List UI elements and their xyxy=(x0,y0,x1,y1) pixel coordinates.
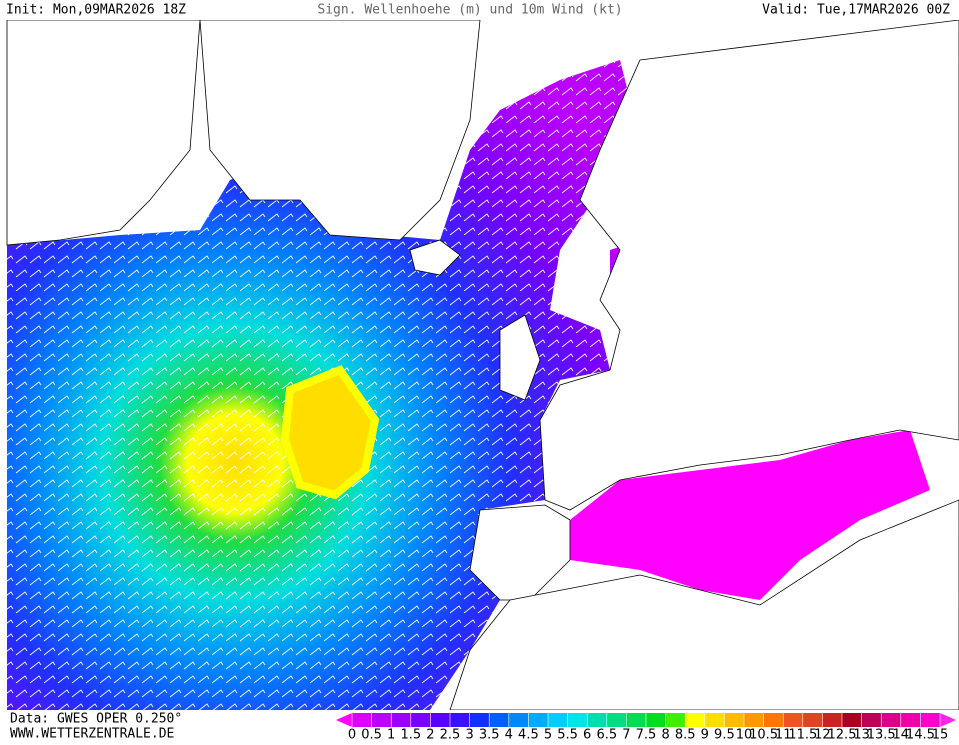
colorbar-label: 14 xyxy=(893,728,910,742)
colorbar-bin xyxy=(567,713,588,727)
colorbar-arrow-high xyxy=(940,713,956,727)
colorbar-bin xyxy=(391,713,412,727)
colorbar-label: 13 xyxy=(853,728,870,742)
valid-time: Valid: Tue,17MAR2026 00Z xyxy=(762,3,950,18)
colorbar-label: 15 xyxy=(932,728,949,742)
colorbar-label: 14.5 xyxy=(906,728,935,742)
colorbar-bin xyxy=(548,713,569,727)
colorbar-label: 10 xyxy=(736,728,753,742)
colorbar-label: 7.5 xyxy=(636,728,657,742)
colorbar-bin xyxy=(410,713,431,727)
colorbar-bin xyxy=(704,713,725,727)
iceland xyxy=(409,239,461,276)
max-wave-area xyxy=(280,365,380,500)
colorbar-label: 2 xyxy=(426,728,434,742)
colorbar-bin xyxy=(626,713,647,727)
data-source: Data: GWES OPER 0.250° xyxy=(10,712,182,727)
colorbar-bin xyxy=(822,713,843,727)
colorbar-bin xyxy=(606,713,627,727)
iberia xyxy=(469,504,571,601)
colorbar-bin xyxy=(489,713,510,727)
colorbar-label: 6.5 xyxy=(596,728,617,742)
colorbar-label: 0 xyxy=(348,728,356,742)
colorbar-label: 3.5 xyxy=(479,728,500,742)
north-africa xyxy=(449,499,959,711)
colorbar-label: 10.5 xyxy=(749,728,778,742)
colorbar-label: 11.5 xyxy=(788,728,817,742)
colorbar-label: 13.5 xyxy=(867,728,896,742)
colorbar-bin xyxy=(861,713,882,727)
colorbar-label: 12 xyxy=(814,728,831,742)
colorbar-bin xyxy=(352,713,373,727)
colorbar-label: 5 xyxy=(544,728,552,742)
canada xyxy=(6,19,201,246)
colorbar-arrow-low xyxy=(336,713,352,727)
colorbar-bin xyxy=(685,713,706,727)
colorbar-label: 1 xyxy=(387,728,395,742)
colorbar-label: 1.5 xyxy=(400,728,421,742)
mediterranean-sea-state xyxy=(570,430,930,600)
colorbar-label: 3 xyxy=(465,728,473,742)
colorbar-bin xyxy=(842,713,863,727)
colorbar-label: 0.5 xyxy=(361,728,382,742)
colorbar-label: 6 xyxy=(583,728,591,742)
colorbar-bin xyxy=(430,713,451,727)
header-bar xyxy=(0,0,959,20)
colorbar-label: 9 xyxy=(701,728,709,742)
map-title: Sign. Wellenhoehe (m) und 10m Wind (kt) xyxy=(317,3,622,18)
colorbar-bin xyxy=(587,713,608,727)
site-name: WWW.WETTERZENTRALE.DE xyxy=(10,727,174,742)
colorbar-bin xyxy=(508,713,529,727)
init-time: Init: Mon,09MAR2026 18Z xyxy=(6,3,186,18)
colorbar-bin xyxy=(744,713,765,727)
greenland xyxy=(199,19,481,241)
colorbar-label: 9.5 xyxy=(714,728,735,742)
colorbar-bin xyxy=(724,713,745,727)
colorbar-label: 11 xyxy=(775,728,792,742)
map xyxy=(6,19,959,711)
colorbar-label: 7 xyxy=(622,728,630,742)
colorbar-label: 8.5 xyxy=(675,728,696,742)
colorbar-bin xyxy=(881,713,902,727)
colorbar-label: 12.5 xyxy=(828,728,857,742)
colorbar-bin xyxy=(920,713,941,727)
colorbar-label: 4 xyxy=(505,728,513,742)
colorbar-bin xyxy=(665,713,686,727)
colorbar-label: 4.5 xyxy=(518,728,539,742)
colorbar-bin xyxy=(802,713,823,727)
colorbar-bin xyxy=(900,713,921,727)
colorbar-bin xyxy=(371,713,392,727)
colorbar-bin xyxy=(469,713,490,727)
colorbar-label: 8 xyxy=(661,728,669,742)
british-isles xyxy=(499,314,541,401)
europe xyxy=(539,19,959,511)
colorbar-bin xyxy=(763,713,784,727)
colorbar-bin xyxy=(646,713,667,727)
colorbar-label: 5.5 xyxy=(557,728,578,742)
colorbar-bin xyxy=(450,713,471,727)
colorbar: 0 0.5 1 1.5 2 2.5 3 3.5 4 4.5 5 5.5 6 6.5 7 7.5 8 8.5 9 9.5… xyxy=(336,713,956,743)
colorbar-label: 2.5 xyxy=(440,728,461,742)
colorbar-bin xyxy=(528,713,549,727)
colorbar-bin xyxy=(783,713,804,727)
